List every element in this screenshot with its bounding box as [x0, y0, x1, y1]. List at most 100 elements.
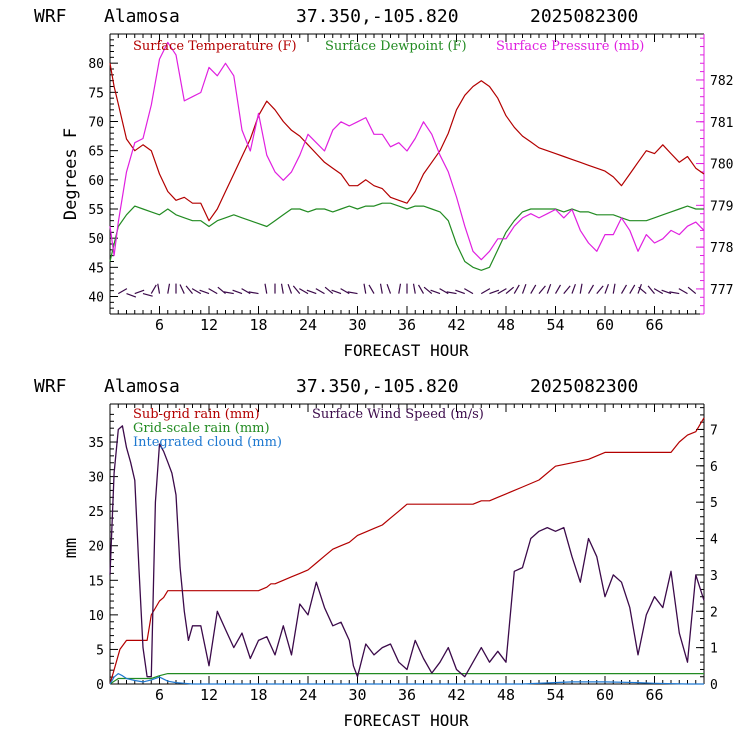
x-tick-label: 30 [348, 316, 366, 334]
y-right-tick-label: 2 [710, 605, 718, 620]
wind-barb [480, 288, 491, 295]
header-model-2: WRF [34, 376, 67, 397]
wind-barb [678, 288, 688, 295]
wind-barb [620, 284, 628, 294]
y-right-tick-label: 6 [710, 460, 718, 475]
wind-barb [455, 289, 465, 295]
series-line-integrated-cloud-mm [109, 673, 704, 685]
y-left-tick-label: 40 [88, 291, 104, 306]
y-left-tick-label: 0 [96, 678, 104, 693]
x-axis-label-bottom: FORECAST HOUR [343, 711, 469, 730]
y-left-tick-label: 10 [88, 609, 104, 624]
y-right-tick-label: 5 [710, 496, 718, 511]
wind-barb [417, 284, 425, 294]
y-left-tick-label: 30 [88, 471, 104, 486]
x-tick-label: 12 [200, 316, 218, 334]
y-right-tick-label: 777 [710, 283, 733, 298]
header-station-2: Alamosa [104, 376, 180, 397]
wind-barb [340, 288, 350, 295]
x-tick-label: 54 [546, 686, 564, 704]
y-right-tick-label: 3 [710, 569, 718, 584]
y-left-tick-label: 15 [88, 574, 104, 589]
y-left-tick-label: 20 [88, 540, 104, 555]
wind-barb [223, 291, 234, 295]
wind-barb [368, 284, 375, 294]
wind-barb [347, 291, 358, 295]
wind-barb [167, 283, 171, 294]
panel-temperature: WRF Alamosa 37.350,-105.820 2025082300 6… [34, 6, 733, 360]
y-right-tick-label: 781 [710, 116, 733, 131]
legend-gridscale-rain: Grid-scale rain (mm) [133, 421, 270, 436]
wind-barb [306, 289, 317, 295]
x-tick-label: 60 [596, 686, 614, 704]
wind-barb [430, 289, 441, 295]
wind-barb [126, 293, 137, 298]
wind-barb [117, 288, 128, 295]
wind-barb [687, 286, 697, 295]
wind-barb [571, 283, 576, 294]
wind-barb [134, 289, 145, 295]
series-line-sub-grid-rain-mm [109, 417, 705, 685]
x-tick-label: 48 [497, 686, 515, 704]
header-coords-2: 37.350,-105.820 [296, 376, 459, 397]
wind-barb [280, 283, 284, 294]
wind-barb [241, 288, 251, 295]
x-tick-label: 42 [447, 316, 465, 334]
wind-barb [546, 283, 552, 294]
series-line-surface-pressure-mb [109, 41, 705, 261]
legend-wind-speed: Surface Wind Speed (m/s) [312, 407, 484, 422]
legend-pressure: Surface Pressure (mb) [496, 39, 644, 54]
y-left-tick-label: 35 [88, 436, 104, 451]
y-right-tick-label: 779 [710, 199, 733, 214]
wind-barb [563, 285, 571, 294]
plot-area-bottom: 6 12 18 24 30 36 42 48 54 60 660510152025303501234… [88, 403, 718, 704]
wind-barb [287, 283, 293, 294]
wind-barb [446, 291, 457, 295]
wind-barb [521, 283, 527, 294]
y-right-tick-label: 7 [710, 423, 718, 438]
x-tick-label: 18 [249, 686, 267, 704]
y-left-tick-label: 55 [88, 203, 104, 218]
y-left-tick-label: 60 [88, 174, 104, 189]
series-line-surface-temperature-f [109, 63, 705, 222]
legend-integrated-cloud: Integrated cloud (mm) [133, 435, 282, 450]
wind-barb [386, 283, 392, 294]
y-left-tick-label: 70 [88, 116, 104, 131]
y-right-tick-label: 778 [710, 241, 733, 256]
y-right-tick-label: 0 [710, 678, 718, 693]
wind-barb [379, 283, 383, 294]
x-tick-label: 18 [249, 316, 267, 334]
y-right-tick-label: 780 [710, 158, 733, 173]
x-tick-label: 36 [398, 686, 416, 704]
x-tick-label: 66 [645, 686, 663, 704]
y-right-tick-label: 1 [710, 642, 718, 657]
y-left-tick-label: 5 [96, 643, 104, 658]
y-axis-label-top: Degrees F [61, 128, 81, 220]
wind-barb [612, 283, 616, 294]
wind-barb [423, 286, 433, 295]
x-tick-label: 66 [645, 316, 663, 334]
legend-dewpoint: Surface Dewpoint (F) [325, 39, 467, 54]
wind-barb [513, 284, 520, 294]
x-axis-label-top: FORECAST HOUR [343, 341, 469, 360]
x-tick-label: 36 [398, 316, 416, 334]
y-axis-label-bottom: mm [61, 538, 81, 558]
header-date-2: 2025082300 [530, 376, 638, 397]
header-date: 2025082300 [530, 6, 638, 27]
wind-barb [412, 283, 416, 294]
x-tick-label: 30 [348, 686, 366, 704]
wind-barb [264, 283, 268, 294]
wind-barb [647, 285, 655, 294]
plot-area-top: 6 12 18 24 30 36 42 48 54 60 66 40 45 50 55 60 65 70 75 80 7… [88, 33, 733, 334]
wind-barb [530, 284, 537, 294]
wind-barb [464, 288, 474, 295]
wind-barb [179, 284, 185, 294]
header-station: Alamosa [104, 6, 180, 27]
wind-barb [157, 283, 161, 294]
x-tick-label: 24 [299, 316, 317, 334]
x-tick-label: 60 [596, 316, 614, 334]
y-right-tick-label: 782 [710, 74, 733, 89]
wind-barb [150, 284, 157, 294]
y-left-tick-label: 65 [88, 145, 104, 160]
